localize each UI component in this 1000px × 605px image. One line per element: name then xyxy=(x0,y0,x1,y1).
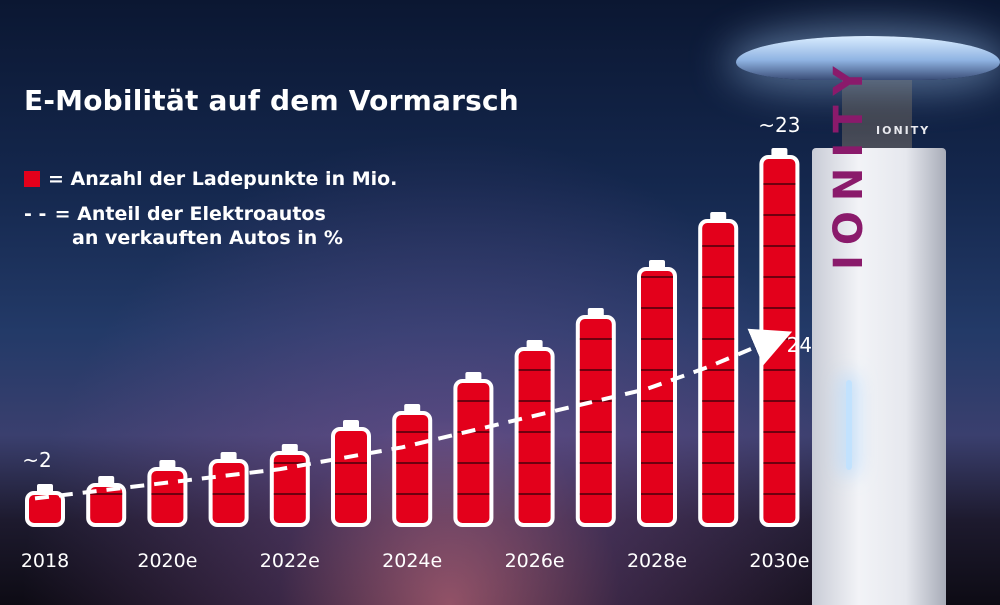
labels-layer: 2018 2020e 2022e 2024e 2026e 2028e 2030e ~2 ~23 2… xyxy=(21,113,812,572)
battery-terminal xyxy=(587,308,604,317)
battery-terminal xyxy=(220,452,237,461)
battery-terminal xyxy=(465,372,482,381)
battery-bar-2022e xyxy=(269,444,310,527)
brand-logo-small: IONITY xyxy=(876,124,931,137)
battery-bar-2020e xyxy=(147,460,188,527)
annotation-label: ~2 xyxy=(22,448,51,472)
battery-terminal xyxy=(771,148,788,157)
battery-terminal xyxy=(649,260,665,269)
legend-bars-label: = Anzahl der Ladepunkte in Mio. xyxy=(48,168,398,190)
annotation-label: 24 xyxy=(787,333,812,357)
battery-bar-2023e xyxy=(331,420,371,527)
battery-terminal xyxy=(710,212,727,221)
legend-line-label-2: an verkauften Autos in % xyxy=(72,227,343,249)
battery-bar xyxy=(698,219,739,527)
battery-bar xyxy=(331,427,371,527)
battery-bar-2018 xyxy=(25,484,65,527)
battery-bar xyxy=(637,267,677,527)
battery-terminal xyxy=(159,460,176,469)
legend-line-label-1: = Anteil der Elektroautos xyxy=(54,203,326,225)
battery-terminal xyxy=(281,444,298,453)
battery-bar-2029e xyxy=(698,212,739,527)
x-tick-label: 2022e xyxy=(260,550,320,572)
battery-terminal xyxy=(98,476,115,485)
x-tick-label: 2024e xyxy=(382,550,442,572)
battery-bar-2025e xyxy=(453,372,494,527)
battery-bar-2026e xyxy=(514,340,555,527)
pillar-light-strip xyxy=(846,380,852,470)
share-line xyxy=(34,328,793,501)
legend-line: - - = Anteil der Elektroautos an verkauf… xyxy=(24,203,343,249)
x-tick-label: 2018 xyxy=(21,550,69,572)
charging-pillar xyxy=(812,148,946,605)
battery-bar xyxy=(25,491,65,527)
x-tick-label: 2030e xyxy=(749,550,809,572)
x-tick-label: 2020e xyxy=(137,550,197,572)
battery-bar-2028e xyxy=(637,260,677,527)
battery-bar-2021e xyxy=(208,452,249,527)
battery-bar-2027e xyxy=(575,308,616,527)
battery-terminal xyxy=(37,484,53,493)
battery-terminal xyxy=(343,420,359,429)
annotation-label: ~23 xyxy=(758,113,800,137)
legend-bars: = Anzahl der Ladepunkte in Mio. xyxy=(24,168,397,190)
chart-title: E-Mobilität auf dem Vormarsch xyxy=(24,84,519,117)
share-line-layer xyxy=(34,328,793,501)
battery-bar-2019 xyxy=(86,476,127,527)
bars-layer xyxy=(25,148,800,527)
battery-bar xyxy=(514,347,555,527)
battery-terminal xyxy=(404,404,421,413)
x-tick-label: 2028e xyxy=(627,550,687,572)
battery-terminal xyxy=(526,340,543,349)
battery-bar xyxy=(392,411,433,527)
battery-bar-2024e xyxy=(392,404,433,527)
charger-neck xyxy=(842,66,912,156)
legend-bar-swatch xyxy=(24,171,40,187)
battery-bar xyxy=(453,379,494,527)
charger-canopy-light xyxy=(736,36,1000,80)
battery-bar xyxy=(147,467,188,527)
legend-dash-symbol: - - xyxy=(24,203,47,225)
x-tick-label: 2026e xyxy=(505,550,565,572)
